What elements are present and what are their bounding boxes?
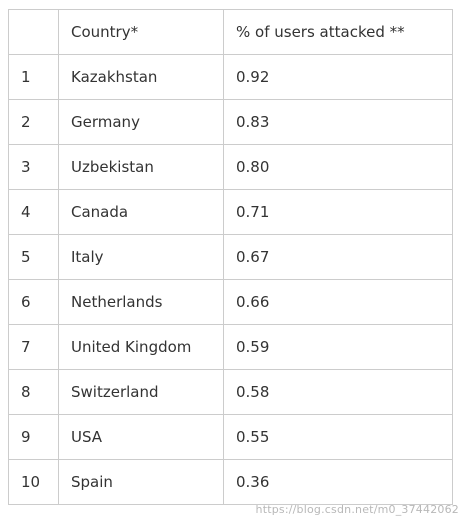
percent-cell: 0.59 bbox=[223, 324, 453, 370]
table-row: 8 Switzerland 0.58 bbox=[8, 369, 453, 415]
table-row: 3 Uzbekistan 0.80 bbox=[8, 144, 453, 190]
table-row: 1 Kazakhstan 0.92 bbox=[8, 54, 453, 100]
rank-cell: 6 bbox=[8, 279, 59, 325]
country-cell: United Kingdom bbox=[58, 324, 224, 370]
percent-cell: 0.71 bbox=[223, 189, 453, 235]
country-cell: Canada bbox=[58, 189, 224, 235]
watermark-text: https://blog.csdn.net/m0_37442062 bbox=[255, 503, 459, 516]
rank-cell: 8 bbox=[8, 369, 59, 415]
table-row: 4 Canada 0.71 bbox=[8, 189, 453, 235]
header-country: Country* bbox=[58, 9, 224, 55]
table-row: 5 Italy 0.67 bbox=[8, 234, 453, 280]
percent-cell: 0.83 bbox=[223, 99, 453, 145]
rank-cell: 4 bbox=[8, 189, 59, 235]
header-rank bbox=[8, 9, 59, 55]
percent-cell: 0.80 bbox=[223, 144, 453, 190]
country-cell: Spain bbox=[58, 459, 224, 505]
percent-cell: 0.66 bbox=[223, 279, 453, 325]
country-cell: Switzerland bbox=[58, 369, 224, 415]
table-row: 2 Germany 0.83 bbox=[8, 99, 453, 145]
table-row: 7 United Kingdom 0.59 bbox=[8, 324, 453, 370]
country-cell: Kazakhstan bbox=[58, 54, 224, 100]
country-cell: Germany bbox=[58, 99, 224, 145]
rank-cell: 10 bbox=[8, 459, 59, 505]
percent-cell: 0.58 bbox=[223, 369, 453, 415]
ranking-table: Country* % of users attacked ** 1 Kazakh… bbox=[8, 9, 453, 505]
percent-cell: 0.92 bbox=[223, 54, 453, 100]
rank-cell: 3 bbox=[8, 144, 59, 190]
rank-cell: 2 bbox=[8, 99, 59, 145]
country-cell: Netherlands bbox=[58, 279, 224, 325]
rank-cell: 5 bbox=[8, 234, 59, 280]
percent-cell: 0.36 bbox=[223, 459, 453, 505]
table-row: 10 Spain 0.36 bbox=[8, 459, 453, 505]
percent-cell: 0.55 bbox=[223, 414, 453, 460]
rank-cell: 7 bbox=[8, 324, 59, 370]
percent-cell: 0.67 bbox=[223, 234, 453, 280]
ranking-table-container: Country* % of users attacked ** 1 Kazakh… bbox=[8, 9, 453, 505]
table-header-row: Country* % of users attacked ** bbox=[8, 9, 453, 55]
country-cell: USA bbox=[58, 414, 224, 460]
table-row: 9 USA 0.55 bbox=[8, 414, 453, 460]
rank-cell: 1 bbox=[8, 54, 59, 100]
rank-cell: 9 bbox=[8, 414, 59, 460]
country-cell: Uzbekistan bbox=[58, 144, 224, 190]
table-row: 6 Netherlands 0.66 bbox=[8, 279, 453, 325]
header-percent: % of users attacked ** bbox=[223, 9, 453, 55]
country-cell: Italy bbox=[58, 234, 224, 280]
